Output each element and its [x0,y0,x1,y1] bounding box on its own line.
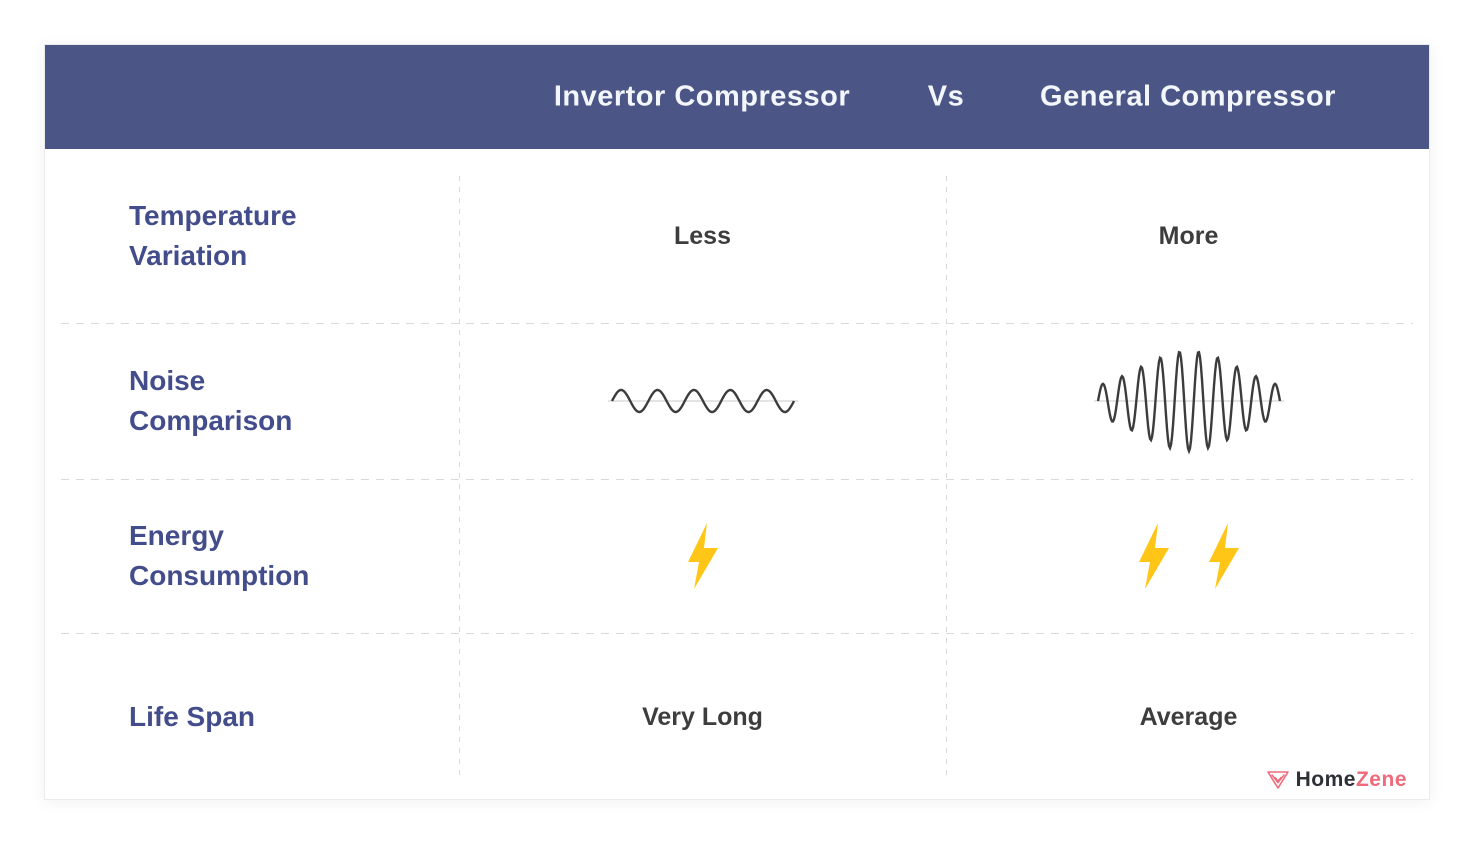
row-label-life-span: Life Span [129,701,256,732]
energy-invertor-cell [459,479,946,633]
column-divider [459,176,460,776]
lifespan-invertor-cell: Very Long [459,633,946,801]
lifespan-general-value: Average [1139,702,1238,731]
energy-general-cell [946,479,1431,633]
large-sound-wave-icon [1093,350,1284,455]
lightning-bolt-icon [1208,523,1239,589]
lightning-bolt-icon [687,523,718,589]
lightning-bolt-pair [1136,522,1242,590]
row-divider [61,323,1413,324]
table-row-noise-label-cell: Noise Comparison [45,323,459,479]
row-divider [61,633,1413,634]
right-column-title: General Compressor [1040,80,1336,113]
column-divider [946,176,947,776]
row-divider [61,479,1413,480]
brand-wordmark: HomeZene [1296,768,1407,792]
table-row-temperature-label-cell: Temperature Variation [45,149,459,323]
brand-wordmark-accent: Zene [1355,768,1407,791]
vs-separator: Vs [927,80,965,113]
lifespan-general-cell: Average [946,633,1431,801]
temperature-general-cell: More [946,149,1431,323]
brand-wordmark-primary: Home [1295,768,1356,791]
row-label-temperature-variation: Temperature Variation [129,200,297,271]
homezene-triangle-icon [1266,771,1289,789]
homezene-logo: HomeZene [1266,768,1407,792]
lifespan-invertor-value: Very Long [642,702,763,731]
left-column-title: Invertor Compressor [553,80,851,113]
lightning-bolt-icon [1138,523,1169,589]
row-label-noise-comparison: Noise Comparison [129,365,293,436]
temperature-invertor-cell: Less [459,149,946,323]
noise-general-cell [946,323,1431,479]
row-label-energy-consumption: Energy Consumption [129,520,310,591]
table-row-energy-label-cell: Energy Consumption [45,479,459,633]
comparison-grid: Temperature Variation Less More Noise Co… [45,149,1429,801]
comparison-body: Temperature Variation Less More Noise Co… [45,149,1429,801]
comparison-card: Invertor Compressor Vs General Compresso… [44,44,1430,800]
small-sound-wave-icon [607,388,798,414]
table-row-lifespan-label-cell: Life Span [45,633,459,801]
temperature-invertor-value: Less [674,221,731,250]
temperature-general-value: More [1158,221,1219,250]
comparison-header: Invertor Compressor Vs General Compresso… [45,45,1429,149]
noise-invertor-cell [459,323,946,479]
